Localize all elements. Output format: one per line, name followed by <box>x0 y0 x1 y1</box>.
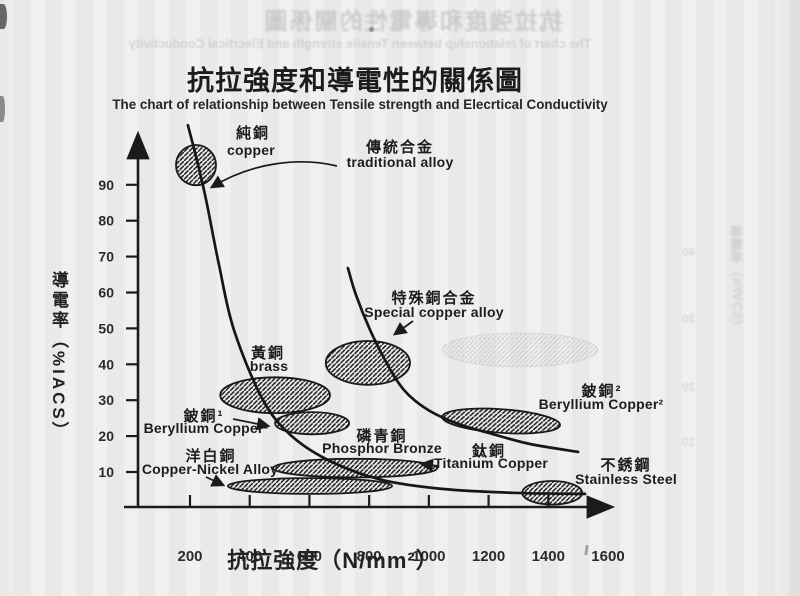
x-axis-label: 抗拉強度（N/mm²） <box>227 548 439 573</box>
y-tick-label: 80 <box>98 213 114 229</box>
curve-special_copper_alloy <box>346 266 580 454</box>
x-tick-label: 1400 <box>532 548 565 565</box>
y-tick-label: 20 <box>98 428 114 444</box>
region-ellipse-beryllium_copper_2 <box>441 407 561 435</box>
y-tick-label: 40 <box>98 356 114 372</box>
x-tick-label: 1200 <box>472 548 505 565</box>
region-ellipse-phosphor_bronze <box>272 457 439 479</box>
page-title: 抗拉強度和導電性的關係圖 <box>187 66 523 96</box>
region-ellipse-brass <box>219 376 331 415</box>
x-tick-label: 200 <box>177 548 202 565</box>
annotation-arrow-beryllium_copper_1 <box>232 417 271 431</box>
page-subtitle: The chart of relationship between Tensil… <box>112 97 608 112</box>
region-ellipse-ghost_bleedthrough_region <box>441 332 599 368</box>
y-tick-label: 70 <box>98 249 114 265</box>
x-tick-label: 800 <box>357 548 382 565</box>
region-ellipse-copper <box>175 144 217 187</box>
annotation-arrow-traditional_alloy <box>209 161 338 189</box>
y-tick-label: 10 <box>98 464 114 480</box>
x-tick-label: 400 <box>237 548 262 565</box>
region-ellipse-copper_nickel_alloy <box>226 477 393 495</box>
scan-speck <box>369 27 374 32</box>
x-tick-label: 1600 <box>591 548 624 565</box>
region-ellipse-special_alloy_region <box>324 340 411 386</box>
y-tick-label: 50 <box>98 320 114 336</box>
curve-traditional_alloy <box>186 123 587 496</box>
annotation-arrow-copper_nickel_alloy <box>205 474 226 487</box>
y-tick-label: 30 <box>98 392 114 408</box>
annotation-arrow-titanium_copper <box>419 458 439 473</box>
y-tick-label: 60 <box>98 285 114 301</box>
region-ellipse-beryllium_copper_1 <box>274 411 351 436</box>
x-tick-label: 1000 <box>412 548 445 565</box>
scan-edge-artifact <box>0 96 5 122</box>
annotation-arrow-special_copper_alloy <box>392 320 414 336</box>
scan-edge-artifact <box>0 4 7 29</box>
x-tick-label: 600 <box>297 548 322 565</box>
y-axis-label: 導電率（%IACS） <box>49 271 68 442</box>
y-tick-label: 90 <box>98 177 114 193</box>
